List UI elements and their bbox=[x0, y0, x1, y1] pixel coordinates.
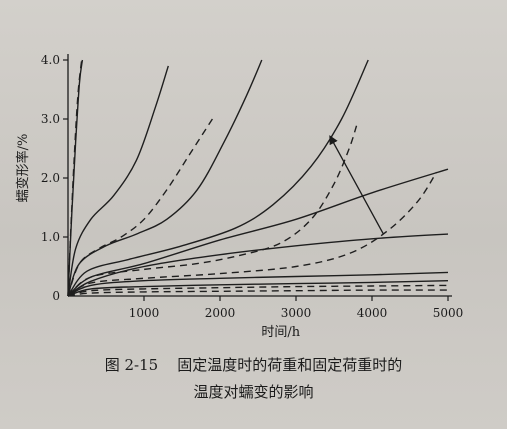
figure-caption-line-2: 温度对蠕变的影响 bbox=[193, 383, 314, 401]
series-line-10 bbox=[67, 233, 449, 297]
series-line-12 bbox=[67, 280, 449, 297]
series-line-3 bbox=[67, 65, 169, 297]
series-line-14 bbox=[67, 289, 449, 297]
x-tick-label: 2000 bbox=[205, 306, 236, 320]
series-line-2 bbox=[67, 59, 83, 297]
chart-ticks: 1000 2000 3000 4000 5000 1.0 2.0 3.0 4.0 0 bbox=[41, 53, 463, 320]
chart-annotation-layer bbox=[329, 135, 384, 235]
chart-labels: 时间/h 蠕变形率/% bbox=[15, 134, 301, 340]
series-line-13 bbox=[67, 284, 449, 297]
x-tick-label: 4000 bbox=[357, 306, 388, 320]
y-tick-label: 1.0 bbox=[41, 230, 60, 244]
y-tick-label: 3.0 bbox=[41, 112, 60, 126]
origin-label: 0 bbox=[52, 289, 60, 303]
y-axis-label: 蠕变形率/% bbox=[15, 134, 31, 203]
y-tick-label: 2.0 bbox=[41, 171, 60, 185]
x-tick-label: 3000 bbox=[281, 306, 312, 320]
series-line-6 bbox=[67, 59, 369, 297]
x-tick-label: 5000 bbox=[433, 306, 464, 320]
chart-series-layer bbox=[67, 59, 449, 297]
series-line-11 bbox=[67, 271, 449, 297]
series-line-9 bbox=[67, 171, 438, 297]
y-tick-label: 4.0 bbox=[41, 53, 60, 67]
x-axis-label: 时间/h bbox=[261, 325, 300, 340]
x-tick-label: 1000 bbox=[129, 306, 160, 320]
figure-caption-line-1: 图 2-15 固定温度时的荷重和固定荷重时的 bbox=[104, 356, 403, 374]
series-line-1 bbox=[67, 59, 84, 297]
series-line-8 bbox=[67, 168, 449, 297]
series-line-5 bbox=[67, 59, 263, 297]
chart-axes bbox=[67, 54, 452, 297]
increase-direction-arrow bbox=[329, 135, 384, 235]
series-line-7 bbox=[67, 124, 358, 297]
